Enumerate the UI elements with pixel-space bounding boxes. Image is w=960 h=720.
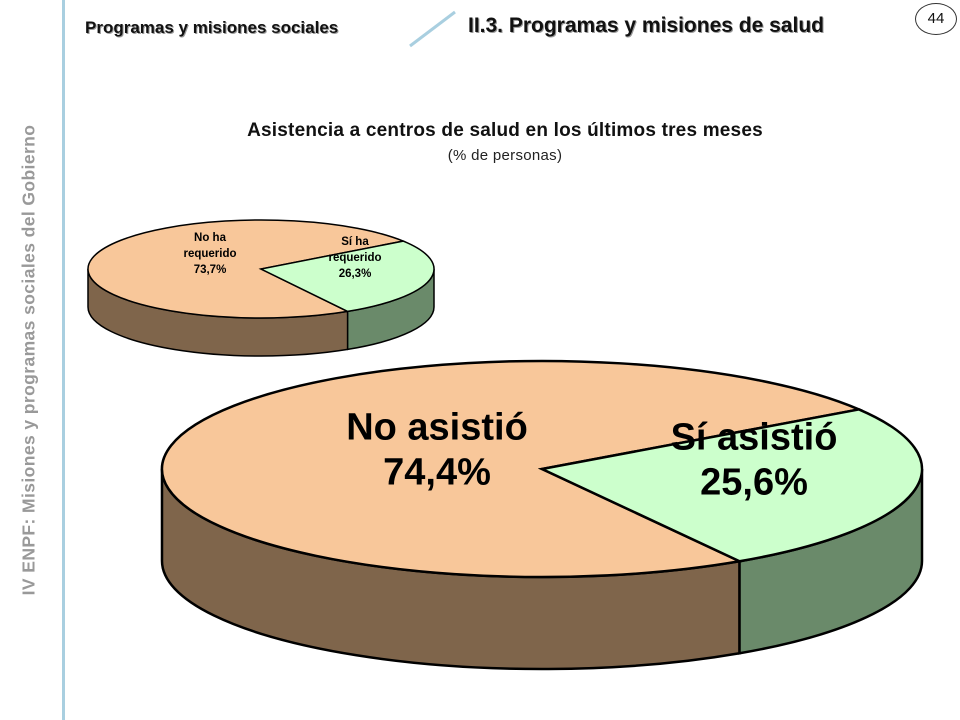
pie-large-label-0-line-1: 74,4%	[383, 452, 491, 494]
pie-small-slice-1	[258, 240, 435, 313]
section-breadcrumb: Programas y misiones sociales	[85, 18, 339, 37]
header-divider-line	[409, 10, 456, 48]
pie-large-slice-1	[537, 408, 924, 563]
pie-small: No ha requerido 73,7% Sí ha requerido 26,3%	[87, 219, 435, 357]
pie-large-label-0: No asistió 74,4%	[346, 407, 528, 494]
pie-large-slice-0	[160, 359, 864, 579]
pie-small-label-1-line-0: Sí ha	[341, 236, 369, 248]
pie-small-label-0-line-2: 73,7%	[194, 264, 227, 276]
pie-large-label-1-line-1: 25,6%	[700, 462, 808, 504]
header-slash	[409, 10, 456, 48]
rail-divider	[62, 0, 65, 720]
pie-large-label-0-line-0: No asistió	[346, 407, 528, 449]
pie-small-label-0-line-1: requerido	[183, 248, 236, 260]
header: Programas y misiones sociales II.3. Prog…	[65, 0, 960, 50]
subsection-title: II.3. Programas y misiones de salud	[468, 14, 824, 37]
pie-small-slice-0	[87, 219, 406, 319]
pie-small-label-0-line-0: No ha	[194, 232, 227, 244]
pie-small-label-1-line-1: requerido	[328, 252, 381, 264]
pie-small-label-1: Sí ha requerido 26,3%	[328, 236, 381, 280]
pie-small-label-1-line-2: 26,3%	[339, 268, 372, 280]
chart-heading: Asistencia a centros de salud en los últ…	[65, 120, 945, 164]
chart-title: Asistencia a centros de salud en los últ…	[247, 120, 763, 141]
chart-subtitle: (% de personas)	[447, 147, 563, 164]
pie-large: No asistió 74,4% Sí asistió 25,6%	[160, 359, 924, 671]
pie-large-label-1-line-0: Sí asistió	[671, 417, 838, 459]
pie-small-label-0: No ha requerido 73,7%	[183, 232, 236, 276]
page-number-badge: 44	[915, 3, 957, 35]
pie-large-label-1: Sí asistió 25,6%	[671, 417, 838, 504]
